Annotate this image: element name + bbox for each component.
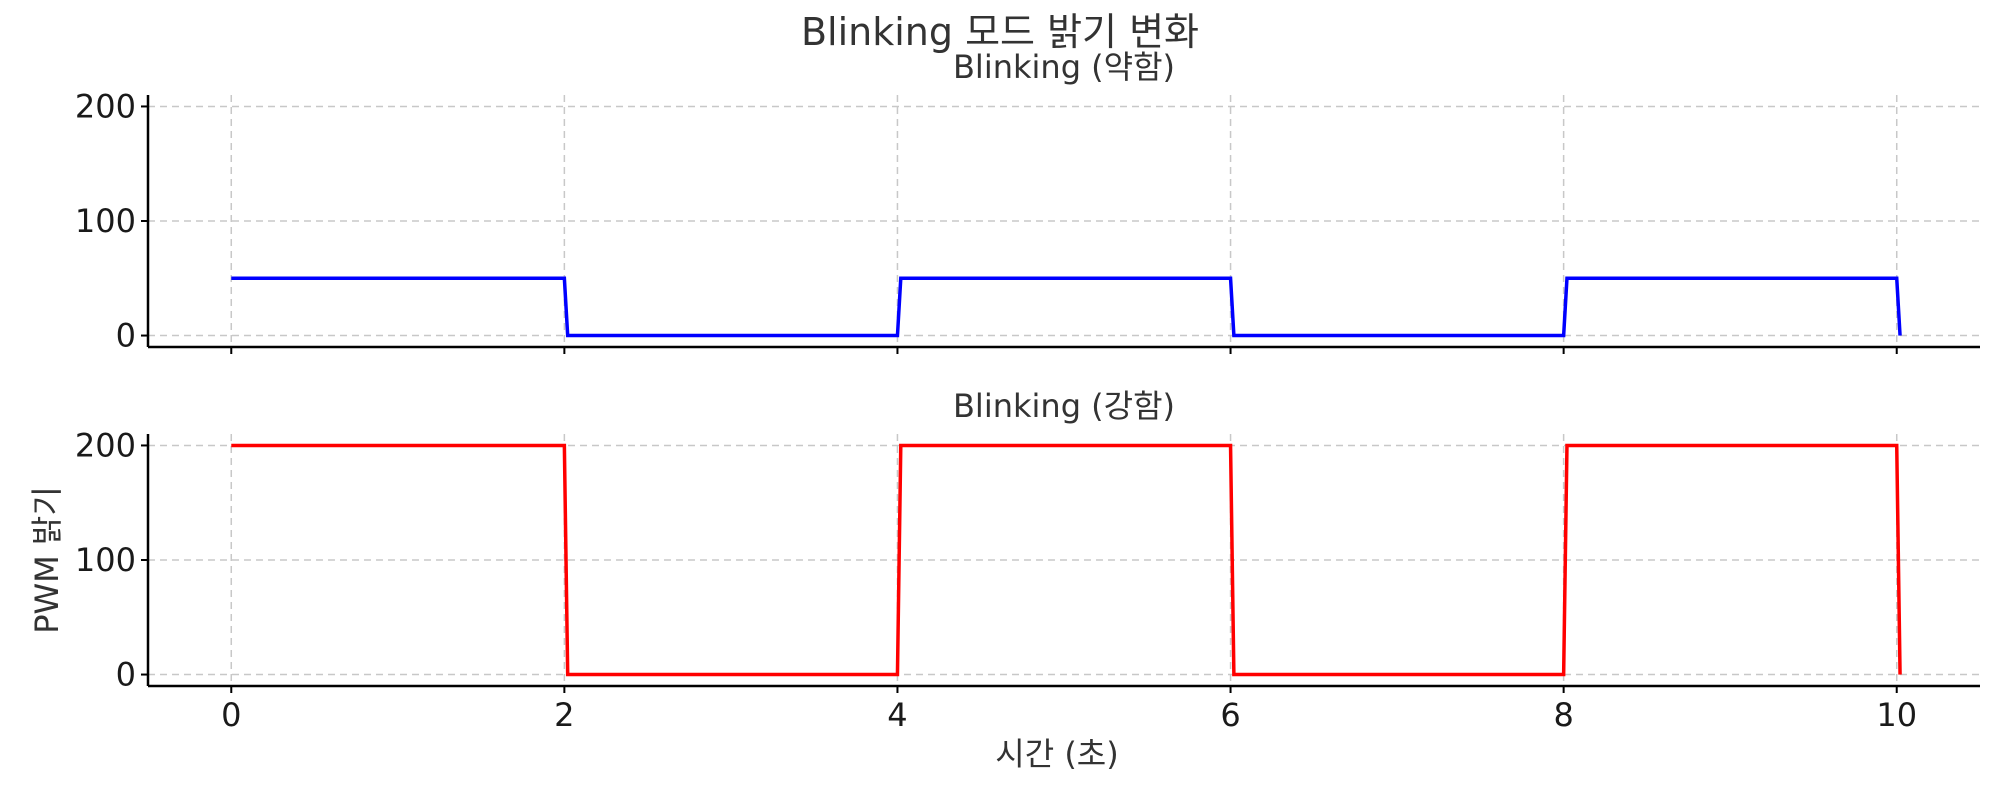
panel-2: Blinking (강함) 0 100 200 0 2 4 6 8 10: [75, 387, 1980, 734]
y-tick-label: 0: [116, 317, 136, 355]
y-tick-label: 100: [75, 541, 136, 579]
panel-1: Blinking (약함) 0 100 200: [75, 48, 1980, 355]
x-tick-label: 2: [554, 696, 574, 734]
panel-title: Blinking (약함): [953, 48, 1175, 86]
series-line-1: [231, 276, 1902, 338]
series-line-1: [231, 443, 1902, 677]
x-tick-label: 10: [1876, 696, 1917, 734]
panel-title: Blinking (강함): [953, 387, 1175, 425]
y-tick-label: 0: [116, 656, 136, 694]
x-tick-label: 0: [221, 696, 241, 734]
y-tick-label: 200: [75, 87, 136, 125]
figure-title: Blinking 모드 밝기 변화: [801, 10, 1199, 54]
y-tick-label: 100: [75, 202, 136, 240]
x-axis-label: 시간 (초): [995, 735, 1118, 773]
y-axis-label: PWM 밝기: [28, 486, 66, 634]
x-tick-label: 4: [887, 696, 907, 734]
x-tick-label: 8: [1553, 696, 1573, 734]
x-tick-label: 6: [1220, 696, 1240, 734]
y-tick-label: 200: [75, 426, 136, 464]
